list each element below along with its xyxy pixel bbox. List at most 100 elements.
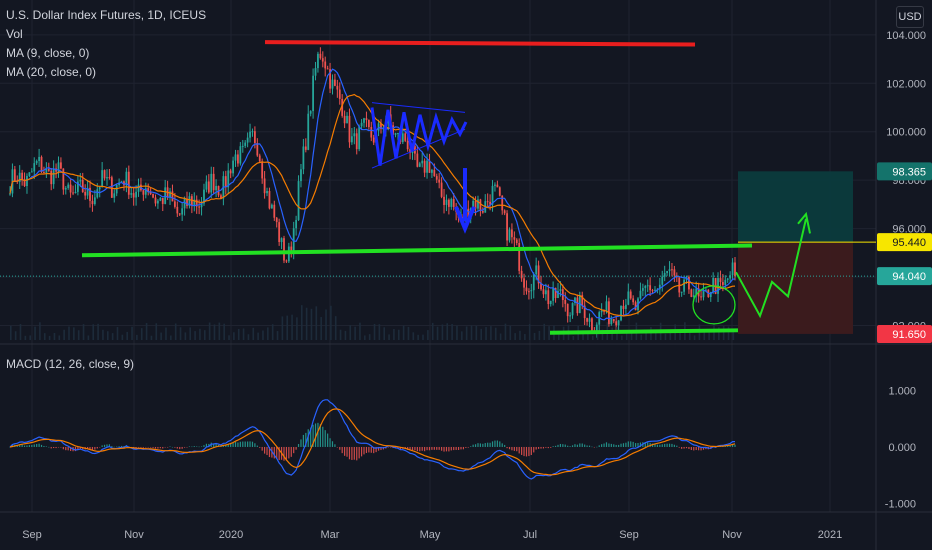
candle — [270, 204, 273, 209]
macd-histogram-bar — [487, 442, 489, 447]
macd-histogram-bar — [247, 441, 249, 447]
volume-bar — [150, 335, 153, 340]
candle — [729, 275, 732, 279]
candle — [433, 169, 436, 177]
macd-histogram-bar — [157, 446, 159, 449]
candle — [304, 146, 307, 150]
candle — [494, 184, 496, 186]
macd-histogram-bar — [249, 441, 251, 447]
macd-histogram-bar — [312, 424, 314, 447]
candle — [334, 79, 336, 86]
macd-histogram-bar — [584, 444, 586, 447]
volume-bar — [703, 330, 706, 340]
candle — [154, 197, 157, 204]
candle — [317, 53, 319, 69]
candle — [263, 178, 266, 194]
volume-bar — [291, 314, 293, 340]
candle — [258, 155, 261, 162]
volume-bar — [218, 322, 221, 340]
macd-histogram-bar — [688, 446, 690, 449]
macd-histogram-bar — [567, 445, 569, 447]
candle — [450, 198, 453, 207]
macd-histogram-bar — [673, 444, 675, 447]
macd-histogram-bar — [588, 445, 591, 447]
macd-histogram-bar — [300, 439, 302, 447]
candle — [651, 290, 654, 292]
candle — [157, 200, 159, 204]
macd-histogram-bar — [521, 446, 523, 455]
candle — [106, 177, 108, 179]
macd-histogram-bar — [159, 446, 161, 449]
macd-histogram-bar — [477, 443, 479, 447]
macd-histogram-bar — [479, 443, 482, 447]
volume-bar — [373, 323, 376, 340]
macd-histogram-bar — [53, 446, 55, 449]
candle — [50, 170, 53, 185]
macd-signal-line — [9, 408, 736, 476]
candle — [559, 289, 562, 291]
volume-bar — [189, 327, 192, 340]
macd-histogram-bar — [557, 444, 559, 447]
macd-histogram-bar — [9, 446, 11, 448]
macd-histogram-bar — [523, 446, 525, 457]
volume-bar — [228, 335, 230, 340]
volume-bar — [19, 324, 22, 340]
macd-histogram-bar — [21, 444, 23, 447]
macd-histogram-bar — [285, 446, 288, 461]
candle — [350, 136, 353, 143]
candle — [605, 301, 608, 312]
candle — [234, 154, 237, 161]
macd-histogram-bar — [559, 443, 562, 447]
macd-histogram-bar — [639, 442, 642, 447]
volume-bar — [170, 335, 172, 340]
projection-path — [735, 218, 807, 319]
macd-histogram-bar — [137, 446, 140, 448]
macd-histogram-bar — [344, 446, 346, 456]
candle — [101, 170, 104, 188]
currency-button[interactable]: USD — [896, 6, 924, 28]
price-tick-label: 102.000 — [886, 78, 926, 90]
candle — [426, 160, 428, 173]
macd-histogram-bar — [581, 443, 583, 447]
volume-bar — [97, 323, 99, 340]
volume-bar — [640, 334, 643, 340]
macd-histogram-bar — [622, 443, 625, 447]
macd-histogram-bar — [26, 445, 28, 447]
candle — [110, 177, 113, 198]
macd-histogram-bar — [232, 442, 234, 447]
candle — [319, 53, 322, 59]
candle — [726, 278, 729, 280]
macd-histogram-bar — [491, 441, 494, 447]
volume-bar — [29, 335, 31, 340]
candle — [603, 310, 605, 312]
macd-histogram-bar — [33, 444, 35, 447]
macd-histogram-bar — [416, 446, 418, 452]
volume-bar — [431, 322, 434, 340]
candle — [401, 133, 404, 143]
candle — [64, 187, 67, 190]
volume-bar — [669, 332, 672, 340]
candle — [28, 172, 31, 176]
macd-histogram-bar — [116, 446, 118, 448]
volume-bar — [160, 332, 162, 340]
macd-histogram-bar — [375, 446, 377, 453]
candle — [195, 199, 198, 207]
macd-histogram-bar — [150, 446, 152, 448]
candle — [661, 276, 664, 285]
volume-bar — [625, 330, 628, 340]
macd-histogram-bar — [145, 446, 147, 448]
macd-histogram-bar — [188, 446, 191, 447]
volume-bar — [572, 335, 575, 340]
volume-bar — [262, 330, 264, 340]
candle — [404, 133, 407, 141]
candle — [227, 170, 230, 188]
macd-histogram-bar — [351, 446, 353, 460]
macd-histogram-bar — [368, 446, 370, 453]
macd-histogram-bar — [259, 446, 261, 448]
volume-bar — [73, 327, 75, 340]
macd-histogram-bar — [196, 446, 198, 447]
volume-bar — [68, 326, 70, 340]
candle — [266, 191, 268, 194]
candle — [692, 295, 695, 297]
